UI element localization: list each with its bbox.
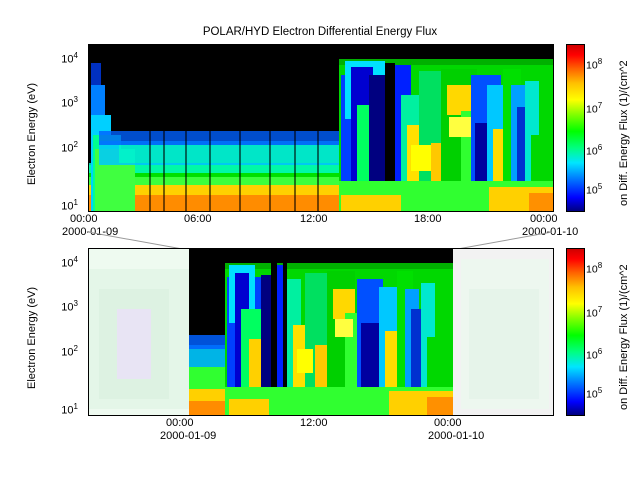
bottom-xtick-2: 00:00 xyxy=(434,417,462,429)
top-ytick-3: 103 xyxy=(61,95,78,110)
top-spectrogram-image xyxy=(89,45,553,211)
top-ytick-1: 101 xyxy=(61,198,78,213)
panel-connector-lines xyxy=(88,232,552,250)
top-ytick-4: 104 xyxy=(61,51,78,66)
top-cbar-tick-6: 106 xyxy=(586,143,603,158)
bottom-cbar-tick-5: 105 xyxy=(586,386,603,401)
bottom-colorbar-title: on Diff. Energy Flux (1)/(cm^2 xyxy=(618,264,630,410)
bottom-spectrogram-image xyxy=(89,249,553,415)
top-xtick-2: 12:00 xyxy=(300,213,328,225)
top-colorbar xyxy=(566,44,585,212)
bottom-ytick-1: 101 xyxy=(61,402,78,417)
top-y-axis-label: Electron Energy (eV) xyxy=(26,82,38,185)
chart-title: POLAR/HYD Electron Differential Energy F… xyxy=(202,26,438,38)
top-xtick-1: 06:00 xyxy=(184,213,212,225)
bottom-cbar-tick-7: 107 xyxy=(586,305,603,320)
top-cbar-tick-7: 107 xyxy=(586,101,603,116)
top-colorbar-gradient xyxy=(567,45,584,211)
top-cbar-tick-5: 105 xyxy=(586,182,603,197)
bottom-ytick-3: 103 xyxy=(61,299,78,314)
bottom-cbar-tick-6: 106 xyxy=(586,347,603,362)
bottom-colorbar xyxy=(566,248,585,416)
bottom-ytick-4: 104 xyxy=(61,255,78,270)
bottom-xtick-1: 12:00 xyxy=(300,417,328,429)
bottom-date-right: 2000-01-10 xyxy=(428,430,485,442)
top-xtick-4: 00:00 xyxy=(530,213,558,225)
top-xtick-3: 18:00 xyxy=(414,213,442,225)
bottom-date-left: 2000-01-09 xyxy=(160,430,217,442)
bottom-xtick-0: 00:00 xyxy=(166,417,194,429)
top-colorbar-title: on Diff. Energy Flux (1)/(cm^2 xyxy=(618,60,630,206)
bottom-spectrogram-panel xyxy=(88,248,554,416)
top-xtick-0: 00:00 xyxy=(70,213,98,225)
bottom-ytick-2: 102 xyxy=(61,344,78,359)
top-cbar-tick-8: 108 xyxy=(586,57,603,72)
bottom-cbar-tick-8: 108 xyxy=(586,261,603,276)
top-spectrogram-panel xyxy=(88,44,554,212)
bottom-y-axis-label: Electron Energy (eV) xyxy=(26,286,38,389)
bottom-colorbar-gradient xyxy=(567,249,584,415)
top-ytick-2: 102 xyxy=(61,140,78,155)
